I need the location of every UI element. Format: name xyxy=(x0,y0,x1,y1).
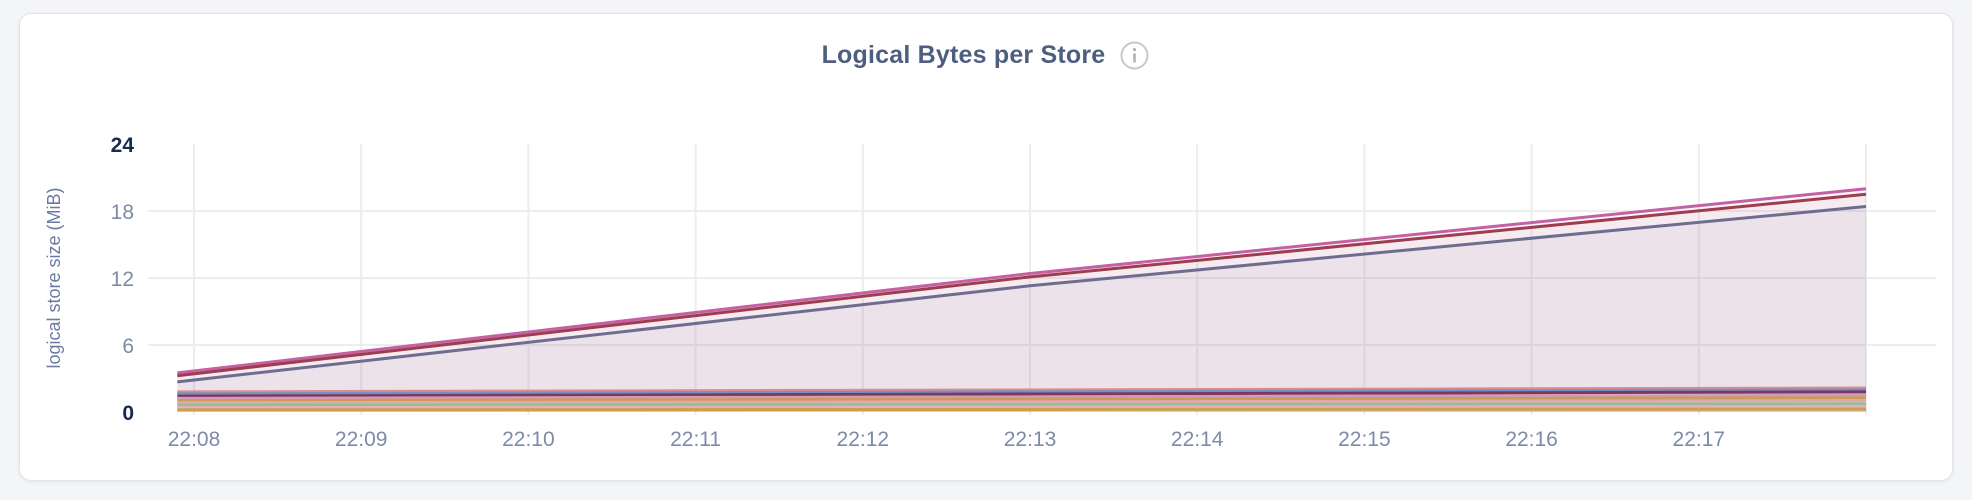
series-line-flat-muted-pink xyxy=(177,393,1867,400)
logical-bytes-per-store-chart[interactable]: 0 6 12 18 24 22:08 22:09 22:10 22:11 22:12 22:13 22… xyxy=(20,14,1954,482)
chart-card: Logical Bytes per Store 0 6 12 18 24 22:08 22:… xyxy=(19,13,1953,481)
y-tick-label: 12 xyxy=(111,268,134,291)
chart-title: Logical Bytes per Store xyxy=(821,41,1106,69)
x-tick-label: 22:14 xyxy=(1171,428,1224,451)
series-area-rising-pink xyxy=(177,188,1866,412)
series-line-rising-slate-purple xyxy=(177,205,1867,384)
x-tick-label: 22:15 xyxy=(1338,428,1391,451)
series-line-flat-salmon xyxy=(177,386,1867,394)
x-tick-label: 22:17 xyxy=(1673,428,1726,451)
x-tick-label: 22:10 xyxy=(502,428,555,451)
y-axis-title: logical store size (MiB) xyxy=(44,187,64,368)
series-line-flat-rose xyxy=(177,399,1867,405)
info-icon[interactable] xyxy=(1119,40,1150,71)
x-tick-label: 22:12 xyxy=(837,428,890,451)
y-tick-label: 24 xyxy=(111,134,135,157)
x-tick-label: 22:13 xyxy=(1004,428,1057,451)
y-tick-label: 18 xyxy=(111,201,134,224)
x-tick-label: 22:11 xyxy=(670,428,721,451)
series-line-rising-pink xyxy=(177,187,1867,375)
y-tick-label: 6 xyxy=(122,335,134,358)
series-line-flat-tan-2 xyxy=(177,407,1867,412)
series-line-flat-rose-2 xyxy=(177,404,1867,409)
series-line-flat-tan xyxy=(177,396,1867,403)
x-tick-label: 22:16 xyxy=(1505,428,1558,451)
series-line-rising-dark-red xyxy=(177,192,1867,378)
series-area-rising-dark-red xyxy=(177,194,1866,412)
series-line-flat-steel-blue xyxy=(177,388,1867,396)
series-area-rising-slate-purple xyxy=(177,206,1866,412)
x-tick-label: 22:09 xyxy=(335,428,388,451)
x-tick-label: 22:08 xyxy=(168,428,221,451)
series-line-flat-dark-magenta xyxy=(177,390,1867,398)
series-line-flat-green xyxy=(177,402,1867,407)
y-tick-label: 0 xyxy=(122,402,134,425)
chart-header: Logical Bytes per Store xyxy=(20,40,1952,71)
